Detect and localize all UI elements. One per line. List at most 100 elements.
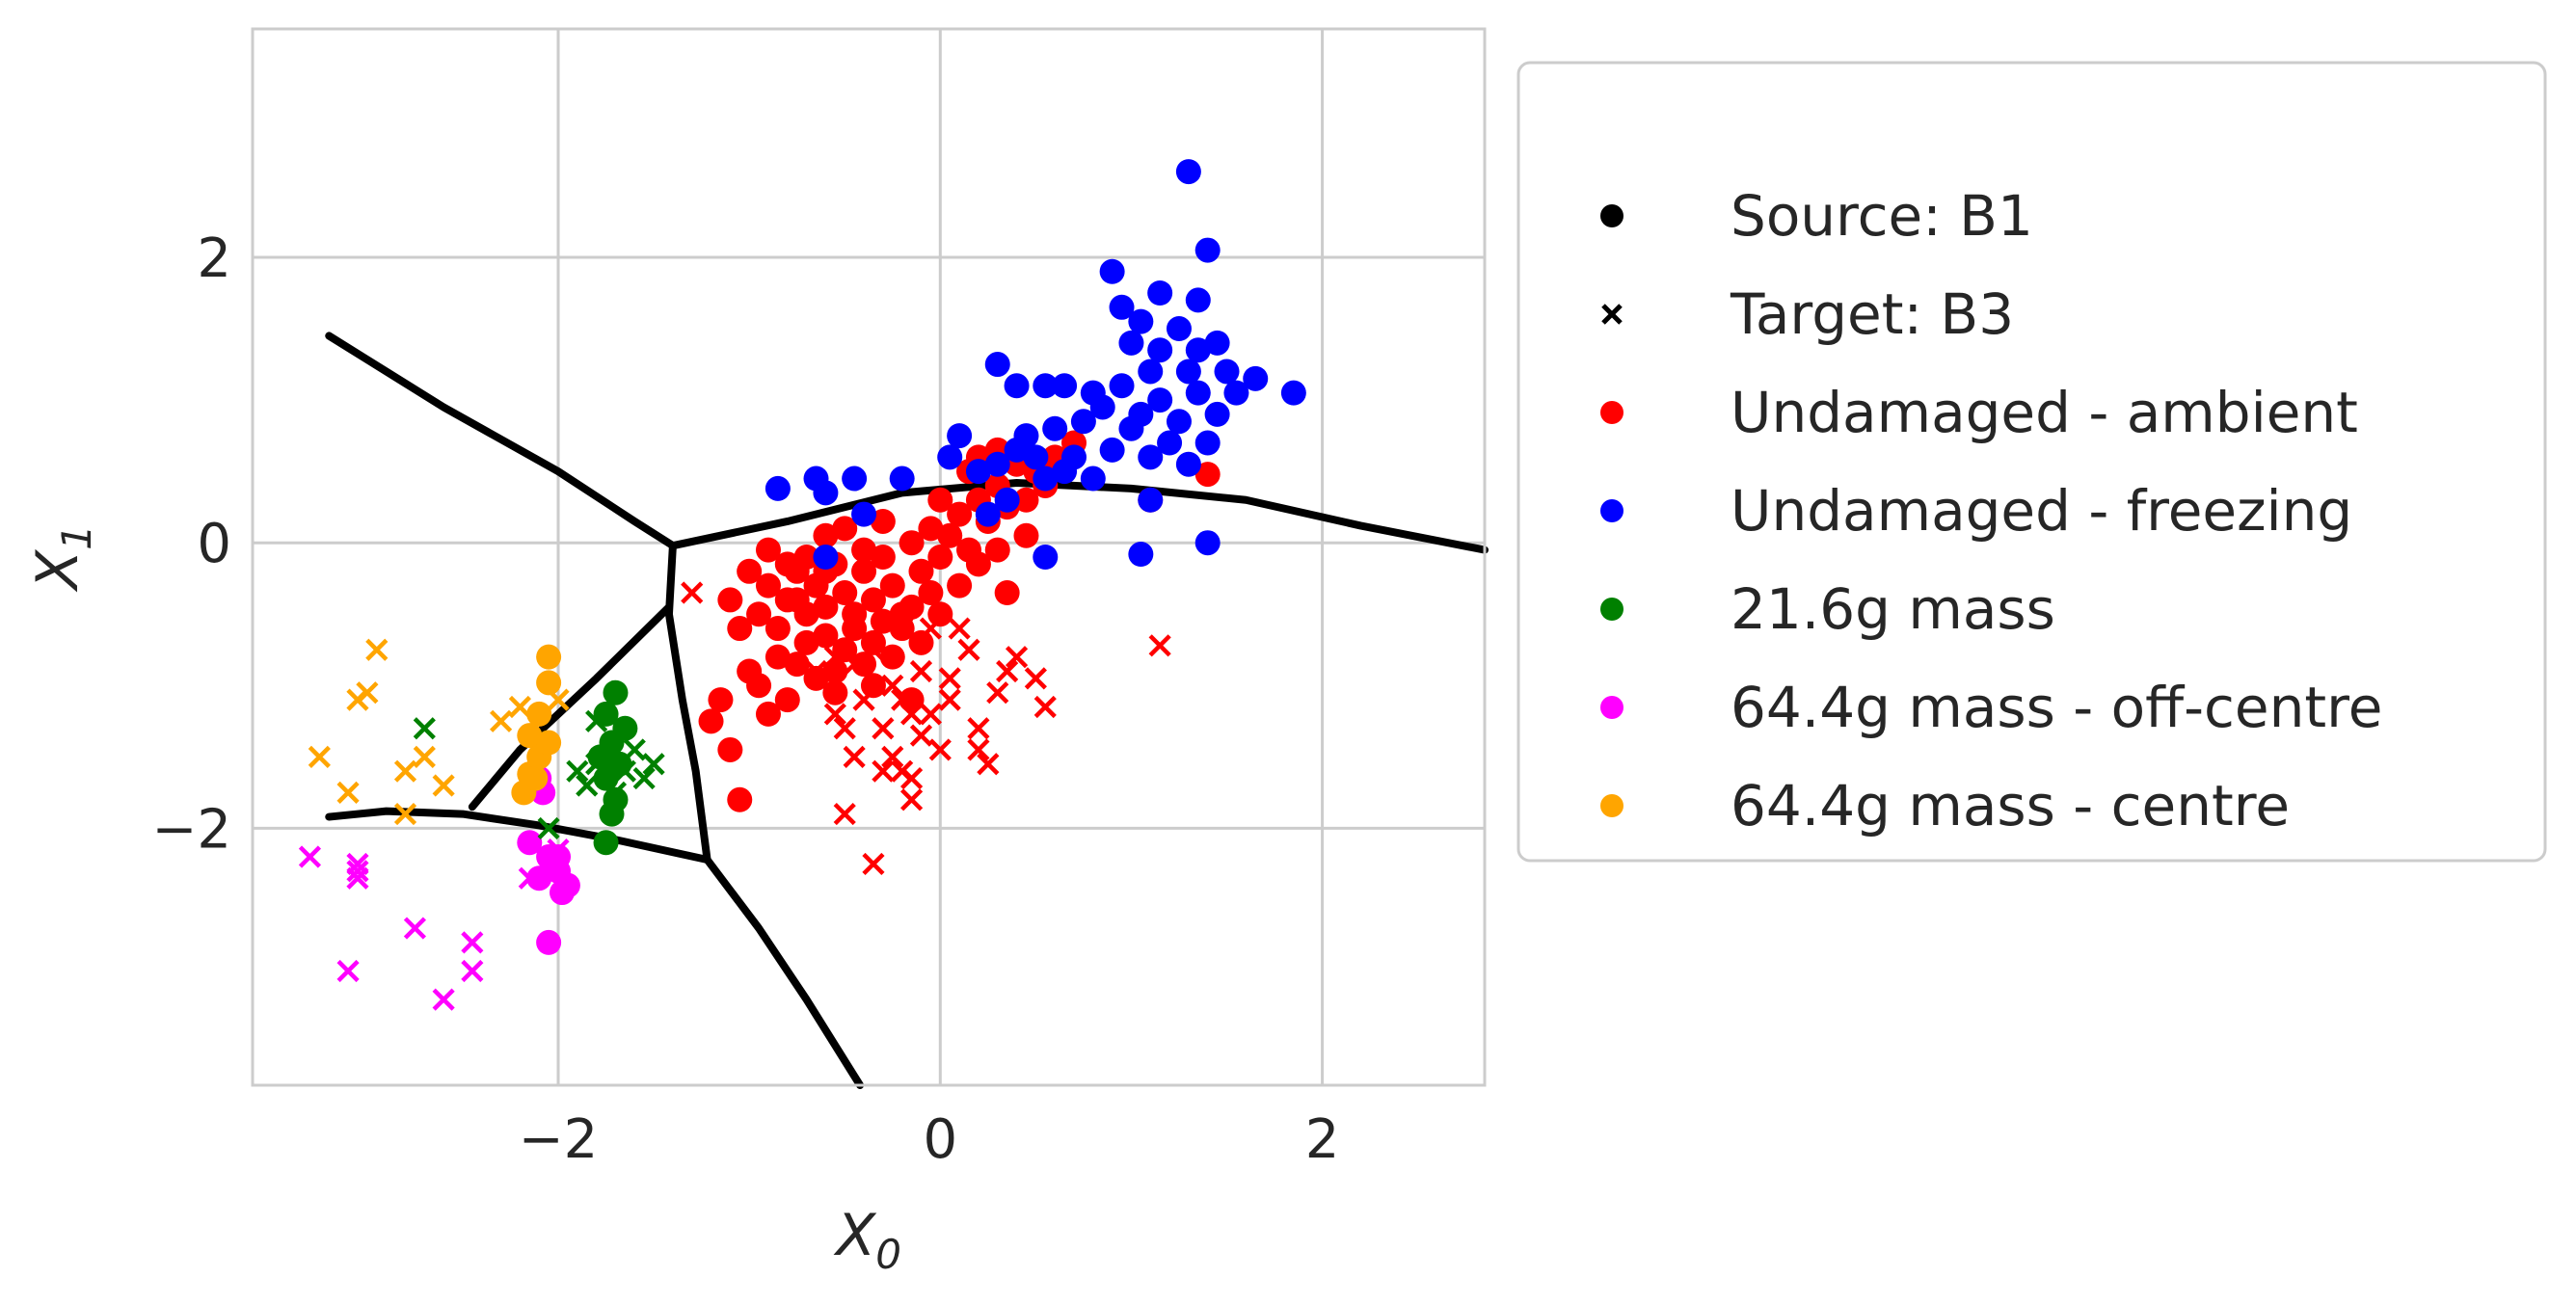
target-point (346, 688, 369, 711)
target-point (413, 745, 436, 768)
source-point (1147, 280, 1173, 306)
source-point (1080, 380, 1106, 406)
source-point (765, 644, 791, 670)
series-undamaged-ambient-target (681, 581, 1171, 876)
source-point (1033, 373, 1059, 399)
source-point (842, 466, 868, 492)
source-point (1204, 401, 1230, 427)
source-point (984, 352, 1010, 378)
target-point (393, 759, 417, 783)
series-64-4g-mass-centre-target (308, 638, 570, 826)
source-point (851, 537, 877, 563)
source-point (1147, 337, 1173, 363)
target-point (899, 788, 924, 812)
source-point (870, 545, 896, 570)
decision-boundary-boundary-upper-left (325, 332, 677, 550)
target-point (862, 852, 885, 876)
source-point (937, 444, 963, 470)
target-point (585, 709, 608, 732)
target-point (403, 917, 427, 940)
source-point (1185, 337, 1211, 363)
legend-marker (1600, 696, 1623, 719)
source-point (918, 516, 944, 542)
source-point (1033, 545, 1059, 570)
source-point (737, 558, 763, 584)
series-undamaged-freezing-source (765, 159, 1306, 570)
source-point (1194, 430, 1221, 456)
source-point (1166, 316, 1192, 342)
target-point (919, 703, 942, 726)
source-point (1023, 444, 1049, 470)
target-point (508, 695, 531, 719)
series-21-6g-mass-target (413, 709, 665, 839)
source-point (908, 629, 934, 655)
target-point (843, 652, 866, 676)
legend-item-21-6g-mass: 21.6g mass (1600, 576, 2055, 642)
target-point (872, 759, 895, 783)
source-point (927, 487, 953, 513)
target-point (413, 717, 436, 740)
source-point (822, 679, 848, 705)
x-tick-label: 2 (1305, 1108, 1340, 1171)
y-axis-label: X1 (24, 524, 100, 593)
source-point (1099, 258, 1125, 284)
legend-label: Source: B1 (1731, 183, 2033, 249)
source-point (784, 652, 810, 678)
target-point (336, 959, 360, 983)
source-point (765, 475, 791, 501)
source-point (1070, 409, 1096, 435)
source-point (784, 587, 810, 613)
target-point (986, 681, 1009, 705)
target-point (957, 638, 980, 661)
target-point (346, 860, 369, 883)
target-point (346, 866, 369, 890)
source-point (593, 830, 619, 856)
target-point (852, 688, 875, 711)
source-point (765, 616, 791, 642)
source-point (698, 708, 724, 734)
target-point (308, 745, 331, 768)
source-point (1099, 437, 1125, 463)
source-point (523, 765, 549, 791)
source-point (1157, 430, 1183, 456)
source-point (1128, 308, 1154, 334)
legend-label: 64.4g mass - centre (1731, 773, 2290, 838)
legend-label: Target: B3 (1730, 281, 2014, 347)
legend-item-64-4g-mass-off-centre: 64.4g mass - off-centre (1600, 675, 2382, 740)
target-point (967, 738, 990, 761)
target-point (967, 717, 990, 740)
source-point (918, 580, 944, 606)
legend-item-undamaged-freezing: Undamaged - freezing (1600, 478, 2352, 544)
legend-marker (1601, 304, 1623, 325)
target-point (623, 738, 646, 761)
source-point (774, 551, 800, 577)
data-points (298, 159, 1306, 1011)
target-point (518, 866, 541, 890)
source-point (813, 594, 839, 620)
source-point (870, 608, 896, 634)
target-point (881, 745, 904, 768)
source-point (1194, 237, 1221, 263)
decision-boundary-boundary-top-right (668, 478, 1489, 554)
source-point (546, 844, 572, 870)
source-point (1013, 487, 1039, 513)
target-point (996, 659, 1019, 683)
target-point (899, 766, 924, 790)
source-point (879, 572, 905, 599)
target-point (298, 845, 322, 868)
series-64-4g-mass-centre-source (511, 644, 562, 806)
source-point (746, 601, 772, 627)
tick-labels: −2 0 2 −2 0 2 (151, 227, 1339, 1171)
source-point (813, 545, 839, 570)
target-point (432, 988, 455, 1011)
decision-boundary-boundary-center-vertical (664, 542, 711, 864)
source-point (1243, 365, 1269, 391)
target-point (489, 709, 513, 732)
source-point (1118, 330, 1144, 356)
source-point (994, 580, 1020, 606)
target-point (461, 931, 484, 954)
target-point (642, 753, 665, 776)
source-point (984, 537, 1010, 563)
legend-label: Undamaged - freezing (1731, 478, 2352, 544)
source-point (727, 786, 753, 812)
